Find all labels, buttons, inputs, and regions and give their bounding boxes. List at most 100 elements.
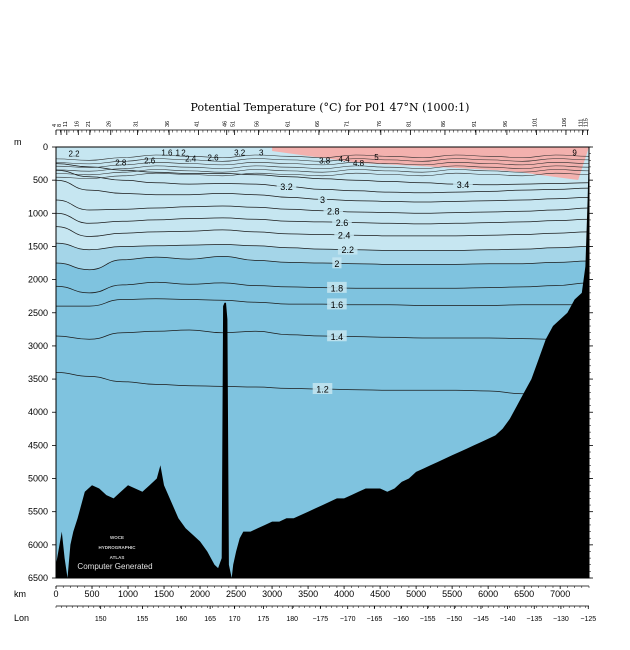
km-tick-label: 7000 [550,589,570,599]
isotherm-label-bg [332,257,342,269]
station-axis: 4 8 11 16 21 26 31 36 41 46 51 56 61 66 71 76 81 86 91 96 10… [52,118,590,135]
station-tick-label: 106 [562,118,568,127]
isotherm-label-bg [332,216,352,228]
km-tick-label: 6000 [478,589,498,599]
plot-frame [55,146,590,579]
isotherm-2.2 [56,242,589,251]
bathymetry-seafloor [56,147,589,578]
near-surface-labels: 2.2 2.8 2.6 1.6 1 22.4 2.6 3.2 3 3.8 4.4 4.8 5 9 [68,148,577,168]
surface-label: 2.4 [185,154,197,163]
depth-unit-label: m [14,137,22,147]
isotherm-labels: 1.2 1.4 1.6 1.8 22.2 2.4 2.62.83 3.2 3.4 [276,178,473,395]
isotherm-label-1.8: 1.8 [327,281,347,293]
km-tick-label: 5000 [406,589,426,599]
surface-label: 3 [259,148,264,157]
isotherm-3.2 [56,169,589,194]
station-tick-label: 4 [52,124,58,127]
isotherm-label-2.6: 2.6 [332,216,352,228]
surface-label: 2.6 [207,154,219,163]
depth-tick-label: 1500 [28,241,48,251]
lon-tick-label: 150 [95,616,107,623]
isotherm-label-bg [323,205,344,217]
isotherm-label: 1.4 [331,332,344,342]
isotherm-label-2: 2 [332,257,342,269]
lon-tick-label: −175 [312,616,328,623]
surface-label: 1.6 [161,148,173,157]
km-tick-label: 1500 [154,589,174,599]
lon-tick-label: −155 [420,616,436,623]
lon-tick-label: 170 [229,616,241,623]
surface-label: 4.8 [353,159,365,168]
station-tick-label: 16 [74,121,80,127]
isotherm-minor [56,158,589,165]
lon-tick-label: −165 [366,616,382,623]
surface-label: 2 [181,148,186,157]
depth-tick-label: 3500 [28,374,48,384]
isotherm-label-bg [327,281,347,293]
isotherm-label-3: 3 [317,193,328,205]
depth-tick-label: 6500 [28,573,48,583]
isotherm-label: 2 [334,259,339,269]
isotherm-label: 3.2 [280,182,293,192]
isotherm-2.4 [56,226,589,237]
station-tick-label: 115 [584,118,590,127]
surface-label: 5 [374,153,379,162]
station-tick-label: 86 [441,121,447,127]
isotherm-minor [56,154,589,161]
surface-label: 2.2 [68,150,80,159]
km-tick-label: 3500 [298,589,318,599]
depth-tick-label: 1000 [28,208,48,218]
km-tick-label: 2000 [190,589,210,599]
station-tick-label: 96 [503,121,509,127]
depth-tick-label: 4000 [28,407,48,417]
seafloor [56,147,589,578]
isotherm-label-1.4: 1.4 [327,330,347,342]
isotherm-label-bg [327,298,347,310]
woce-watermark: WOCE HYDROGRAPHIC ATLAS Computer Generat… [77,535,152,571]
km-tick-label: 4500 [370,589,390,599]
isotherm-label-2.8: 2.8 [323,205,344,217]
depth-tick-label: 5500 [28,507,48,517]
km-axis-label: km [14,589,26,599]
depth-tick-label: 0 [43,142,48,152]
isotherm-label: 3 [320,195,325,205]
km-tick-label: 4000 [334,589,354,599]
isotherm-label: 1.8 [331,283,344,293]
isotherm-1.6 [56,298,589,307]
depth-tick-label: 6000 [28,540,48,550]
isotherm-label: 2.2 [341,245,354,255]
station-tick-label: 21 [86,121,92,127]
km-axis: 0 500 1000 1500 2000 2500 3000 3500 4000 4500 5000… [53,586,590,599]
lon-tick-label: −160 [393,616,409,623]
station-tick-label: 66 [315,121,321,127]
lon-tick-label: 175 [258,616,270,623]
chart-title: Potential Temperature (°C) for P01 47°N … [191,101,470,114]
isotherm-label-bg [276,180,297,192]
depth-axis: 0 500 1000 1500 2000 2500 3000 3500 4000 4500 5000… [28,142,593,583]
lon-tick-label: 160 [175,616,187,623]
isotherm-1.4 [56,329,589,341]
surface-label: 4.4 [339,155,351,164]
isotherm-label: 3.4 [457,180,470,190]
station-tick-label: 11 [63,121,69,127]
isotherm-lines [56,154,589,406]
isotherm-label-3.2: 3.2 [276,180,297,192]
km-tick-label: 5500 [442,589,462,599]
isotherm-label-2.4: 2.4 [334,228,354,240]
isotherm-minor [56,172,589,179]
station-tick-label: 111 [579,119,585,127]
km-tick-label: 0 [53,589,58,599]
watermark-line: HYDROGRAPHIC [98,545,136,550]
lon-tick-label: 165 [204,616,216,623]
isotherm-label-bg [453,178,473,190]
computer-generated-credit: Computer Generated [77,562,152,571]
lon-tick-label: −125 [580,616,596,623]
isotherm-label: 1.6 [331,300,344,310]
lon-tick-label: −130 [553,616,569,623]
station-tick-label: 51 [231,121,237,127]
lon-axis-label: Lon [14,613,29,623]
depth-tick-label: 2500 [28,308,48,318]
station-tick-label: 56 [254,121,260,127]
surface-label: 2.6 [144,156,156,165]
isotherm-2.6 [56,212,589,225]
